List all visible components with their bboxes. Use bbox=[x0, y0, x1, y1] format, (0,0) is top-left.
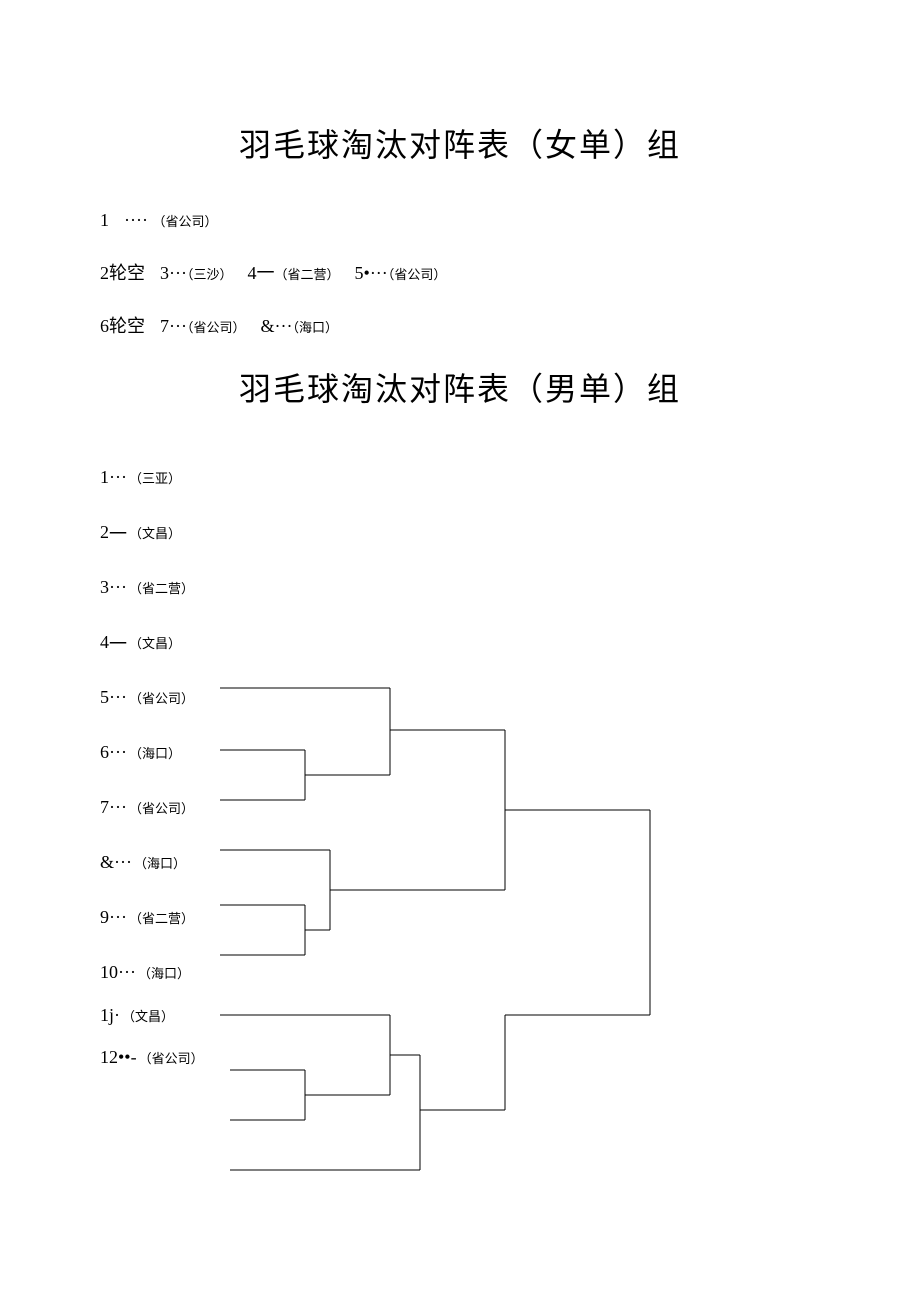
p7-affil: （省公司） bbox=[129, 798, 194, 817]
player-row-4: 4一（文昌） bbox=[100, 615, 820, 670]
s1l3-p1t: 轮空 bbox=[109, 316, 145, 336]
s1l1-num: 1 bbox=[100, 210, 109, 230]
player-row-12: 12••-（省公司） bbox=[100, 1030, 820, 1085]
s1l1-dots: ···· bbox=[124, 210, 148, 230]
s1l2-p2a: （三沙） bbox=[187, 267, 233, 282]
player-row-3: 3···（省二营） bbox=[100, 560, 820, 615]
p12-num: 12 bbox=[100, 1047, 118, 1068]
section1-line1: 1 ···· （省公司） bbox=[100, 206, 820, 235]
player-row-11: 1j·（文昌） bbox=[100, 1000, 820, 1030]
p5-num: 5 bbox=[100, 687, 109, 708]
section1-title: 羽毛球淘汰对阵表（女单）组 bbox=[100, 120, 820, 166]
s1l3-p2a: （省公司） bbox=[187, 320, 246, 335]
p12-affil: （省公司） bbox=[139, 1048, 204, 1067]
s1l2-p3a: （省二营） bbox=[275, 267, 340, 282]
p7-dots: ··· bbox=[109, 797, 127, 818]
p6-affil: （海口） bbox=[129, 743, 181, 762]
s1l2-p4n: 5 bbox=[355, 263, 364, 283]
p8-num: & bbox=[100, 852, 114, 873]
p2-affil: （文昌） bbox=[129, 523, 181, 542]
s1l2-p2n: 3 bbox=[160, 263, 169, 283]
p10-affil: （海口） bbox=[138, 963, 190, 982]
player-row-9: 9···（省二营） bbox=[100, 890, 820, 945]
p6-num: 6 bbox=[100, 742, 109, 763]
p10-dots: ··· bbox=[118, 962, 136, 983]
p1-num: 1 bbox=[100, 467, 109, 488]
s1l2-p1t: 轮空 bbox=[109, 263, 145, 283]
section1-line3: 6轮空 7···（省公司） &···（海口） bbox=[100, 312, 820, 341]
p12-dots: ••- bbox=[118, 1047, 137, 1068]
section2-title: 羽毛球淘汰对阵表（男单）组 bbox=[100, 364, 820, 410]
p9-dots: ··· bbox=[109, 907, 127, 928]
s1l1-affil: （省公司） bbox=[152, 214, 217, 229]
bracket-container: 1···（三亚） 2一（文昌） 3···（省二营） 4一（文昌） 5···（省公… bbox=[100, 450, 820, 1085]
p8-dots: ··· bbox=[114, 852, 132, 873]
p2-num: 2 bbox=[100, 522, 109, 543]
p5-dots: ··· bbox=[109, 687, 127, 708]
s1l2-p4a: （省公司） bbox=[388, 267, 447, 282]
player-row-7: 7···（省公司） bbox=[100, 780, 820, 835]
p11-dots: · bbox=[114, 1005, 120, 1026]
s1l3-p1n: 6 bbox=[100, 316, 109, 336]
s1l3-p2n: 7 bbox=[160, 316, 169, 336]
player-row-6: 6···（海口） bbox=[100, 725, 820, 780]
player-row-10: 10···（海口） bbox=[100, 945, 820, 1000]
player-row-1: 1···（三亚） bbox=[100, 450, 820, 505]
p4-dots: 一 bbox=[109, 630, 127, 656]
p11-num: 1j bbox=[100, 1005, 114, 1026]
p1-dots: ··· bbox=[109, 467, 127, 488]
s1l3-p3n: & bbox=[261, 316, 275, 336]
s1l3-p3d: ··· bbox=[275, 316, 293, 336]
section1-line2: 2轮空 3···（三沙） 4一（省二营） 5•···（省公司） bbox=[100, 259, 820, 288]
p9-num: 9 bbox=[100, 907, 109, 928]
p5-affil: （省公司） bbox=[129, 688, 194, 707]
s1l2-p3d: 一 bbox=[257, 263, 275, 283]
s1l3-p2d: ··· bbox=[169, 316, 187, 336]
s1l2-p1n: 2 bbox=[100, 263, 109, 283]
player-row-2: 2一（文昌） bbox=[100, 505, 820, 560]
p10-num: 10 bbox=[100, 962, 118, 983]
s1l2-p2d: ··· bbox=[169, 263, 187, 283]
player-row-5: 5···（省公司） bbox=[100, 670, 820, 725]
p9-affil: （省二营） bbox=[129, 908, 194, 927]
s1l2-p3n: 4 bbox=[248, 263, 257, 283]
s1l3-p3a: （海口） bbox=[293, 320, 339, 335]
p6-dots: ··· bbox=[109, 742, 127, 763]
p8-affil: （海口） bbox=[134, 853, 186, 872]
p4-affil: （文昌） bbox=[129, 633, 181, 652]
p4-num: 4 bbox=[100, 632, 109, 653]
p2-dots: 一 bbox=[109, 520, 127, 546]
s1l2-p4d: •··· bbox=[364, 263, 388, 283]
player-row-8: &···（海口） bbox=[100, 835, 820, 890]
p3-dots: ··· bbox=[109, 577, 127, 598]
p7-num: 7 bbox=[100, 797, 109, 818]
p1-affil: （三亚） bbox=[129, 468, 181, 487]
p3-affil: （省二营） bbox=[129, 578, 194, 597]
p3-num: 3 bbox=[100, 577, 109, 598]
p11-affil: （文昌） bbox=[122, 1006, 174, 1025]
